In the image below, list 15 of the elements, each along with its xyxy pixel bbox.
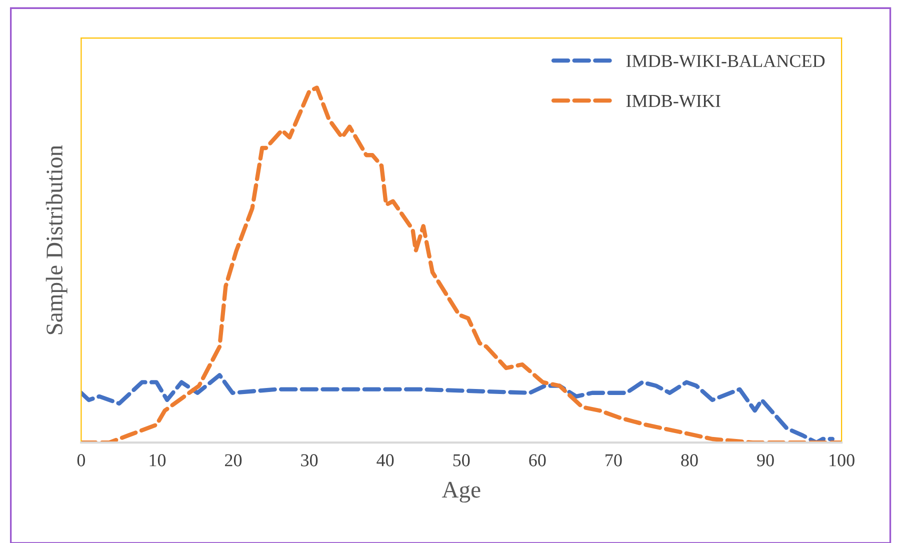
x-tick-label: 0 [77,454,86,466]
x-tick-label: 50 [453,454,470,466]
x-axis-title: Age [442,482,480,503]
x-tick-label: 100 [830,454,854,466]
legend-label: IMDB-WIKI-BALANCED [626,54,825,68]
x-tick-label: 40 [376,454,394,466]
x-tick-label: 10 [150,454,166,466]
y-axis-title: Sample Distribution [46,145,68,334]
x-tick-label: 70 [606,454,622,466]
x-tick-label: 20 [225,454,242,466]
x-tick-label: 80 [681,454,698,466]
x-tick-label: 30 [301,454,318,466]
x-tick-label: 60 [529,454,546,466]
legend-label: IMDB-WIKI [626,95,720,108]
x-tick-label: 90 [757,454,774,466]
